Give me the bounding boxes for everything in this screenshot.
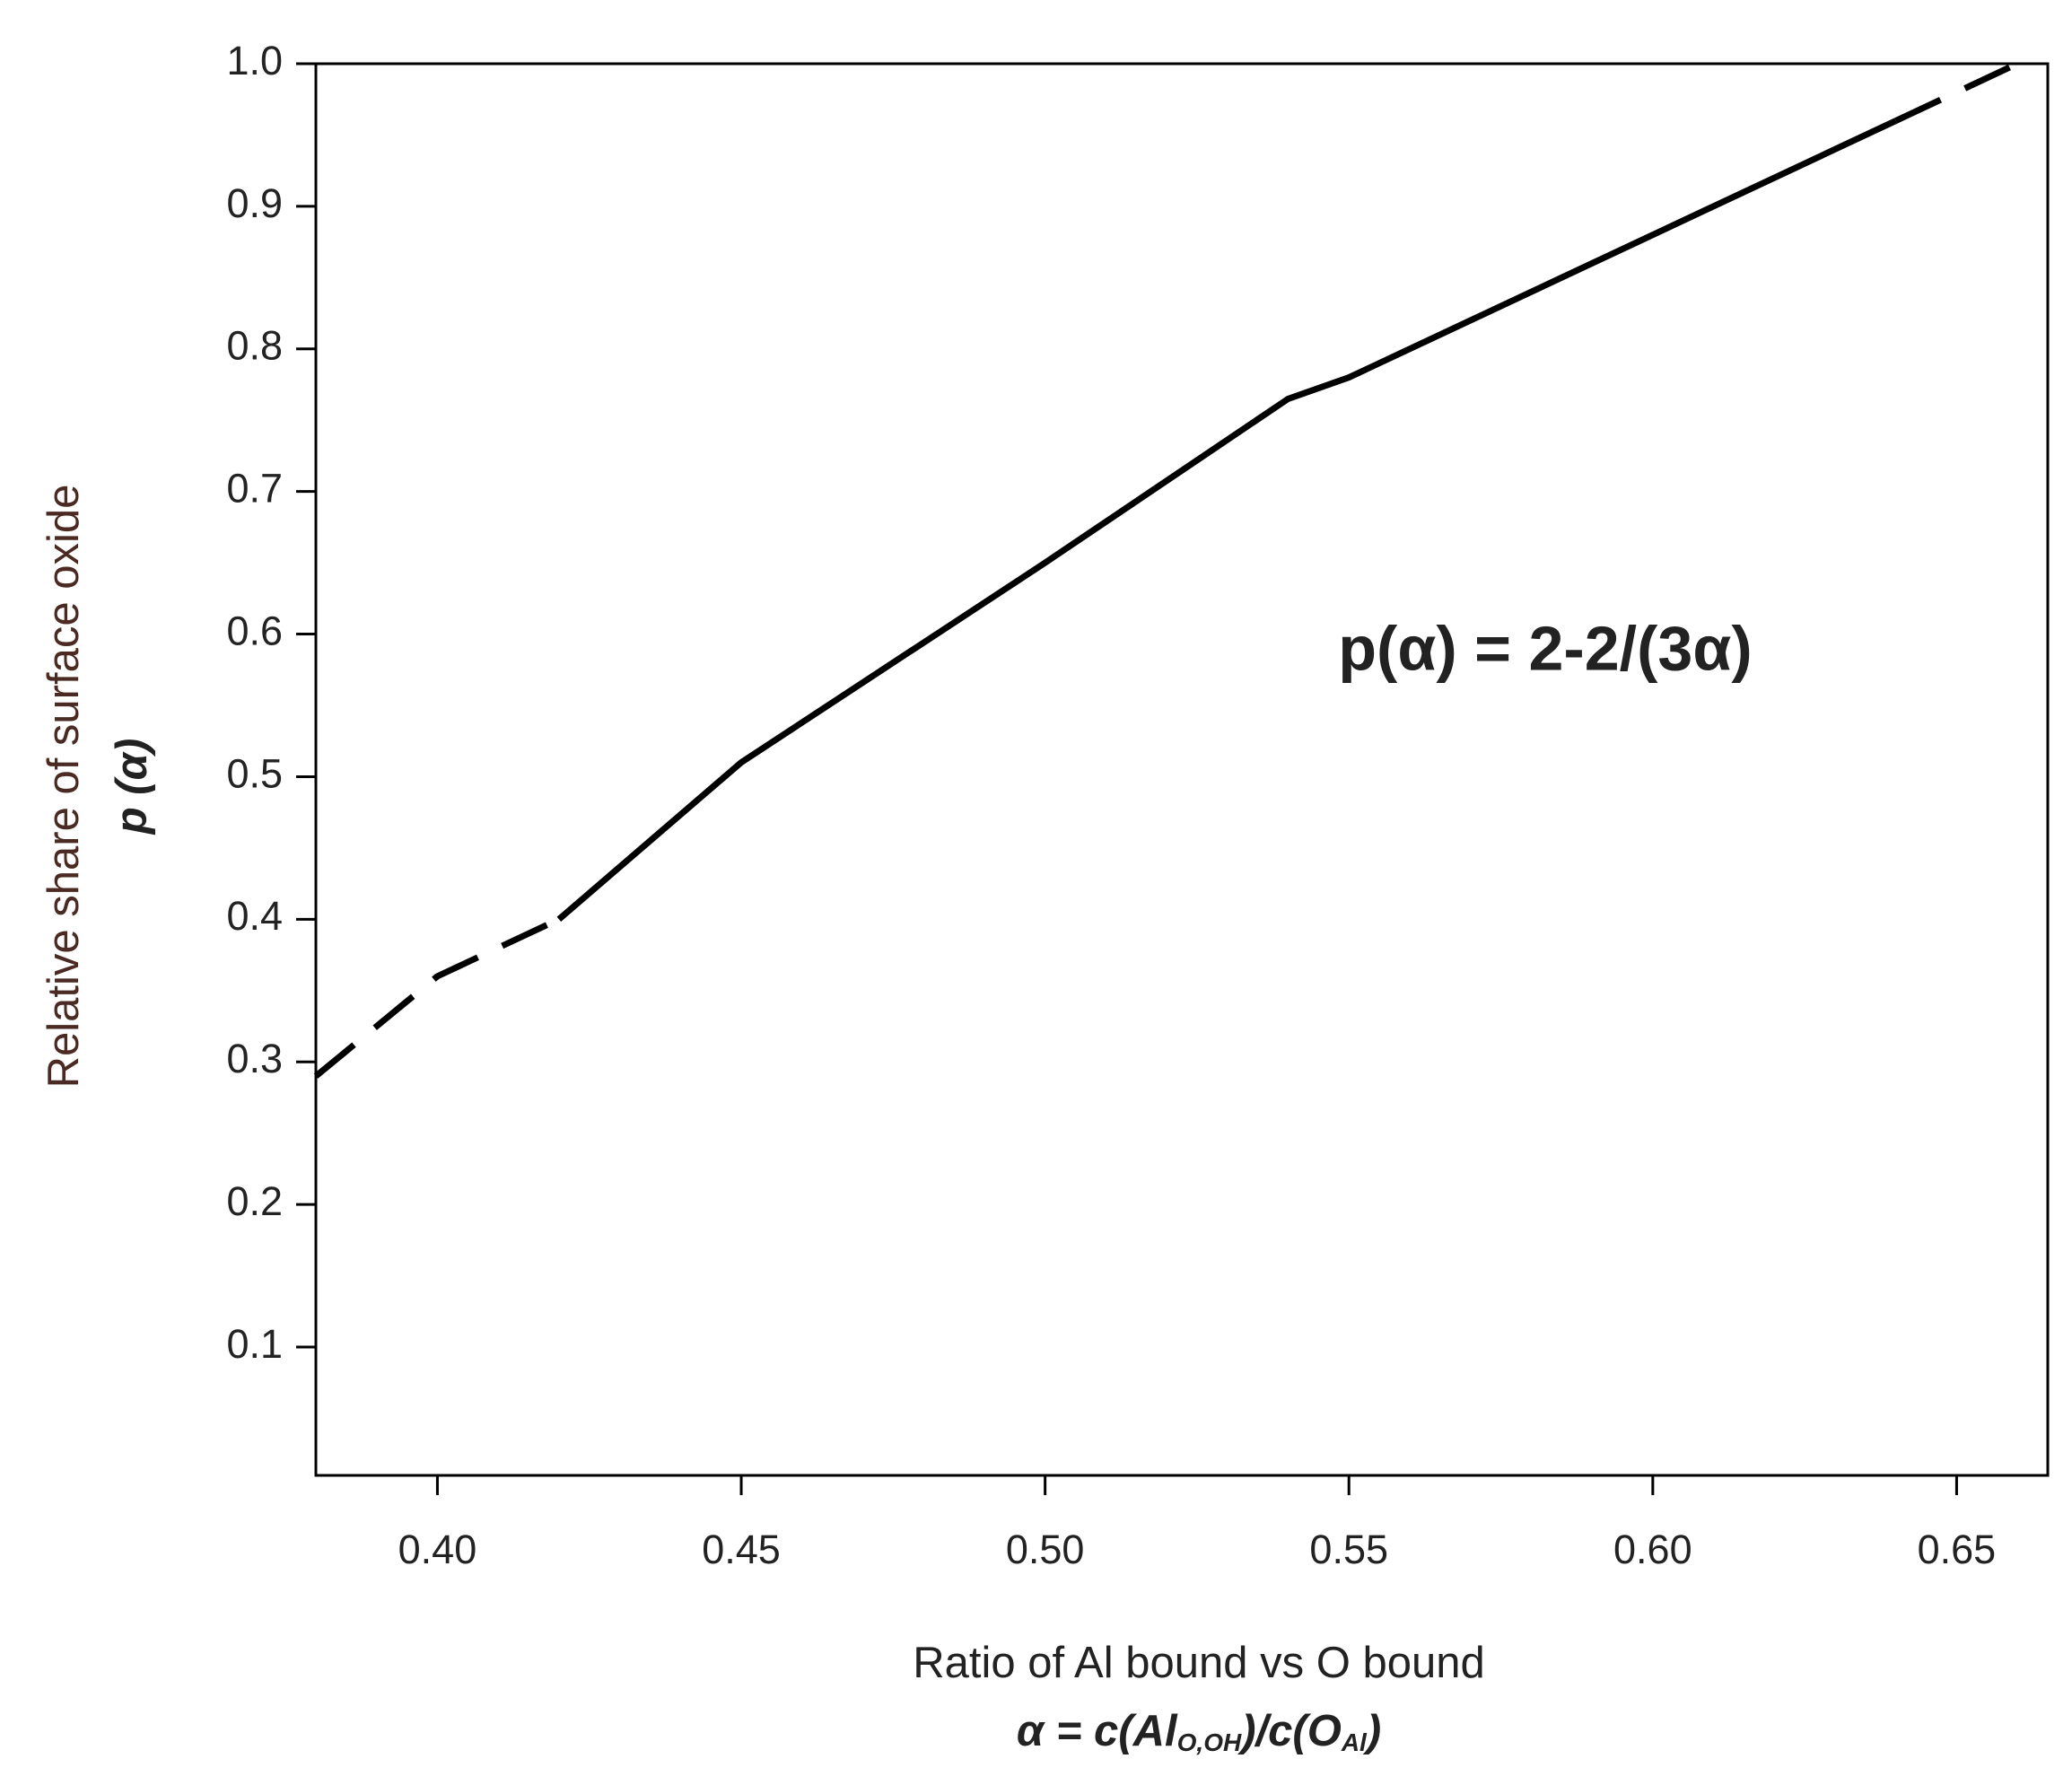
y-tick-label: 0.1	[226, 1321, 283, 1367]
x-tick-label: 0.60	[1613, 1527, 1692, 1572]
formula-subscript: Al	[1341, 1728, 1368, 1756]
x-tick-label: 0.65	[1918, 1527, 1997, 1572]
plot-frame	[314, 62, 2050, 1477]
y-tick-label: 0.9	[226, 180, 283, 226]
y-tick-label: 1.0	[226, 38, 283, 83]
y-tick-label: 0.3	[226, 1036, 283, 1081]
formula-subscript: O,OH	[1177, 1728, 1242, 1756]
formula-part: )	[1362, 1707, 1381, 1755]
y-tick-label: 0.7	[226, 466, 283, 512]
line-series	[556, 118, 1898, 922]
y-tick-label: 0.5	[226, 750, 283, 796]
formula-part: )/c(O	[1237, 1707, 1342, 1755]
x-tick-label: 0.45	[702, 1527, 781, 1572]
y-tick-label: 0.4	[226, 893, 283, 939]
x-tick-label: 0.55	[1309, 1527, 1388, 1572]
y-tick-label: 0.6	[226, 608, 283, 653]
y-tick-label: 0.8	[226, 323, 283, 369]
annotation: p(α) = 2-2/(3α)	[1338, 613, 1752, 683]
y-tick-label: 0.2	[226, 1178, 283, 1224]
x-tick-label: 0.50	[1006, 1527, 1085, 1572]
x-tick-label: 0.40	[398, 1527, 477, 1572]
formula-part: α = c(Al	[1017, 1707, 1178, 1755]
line-series	[313, 60, 2019, 1079]
x-axis-label: Ratio of Al bound vs O bound	[913, 1639, 1484, 1687]
y-axis-label: Relative share of surface oxide	[39, 485, 88, 1089]
x-axis-formula: α = c(AlO,OH)/c(OAl)	[1017, 1707, 1381, 1756]
y-axis-label-symbol: p (α)	[108, 739, 156, 836]
